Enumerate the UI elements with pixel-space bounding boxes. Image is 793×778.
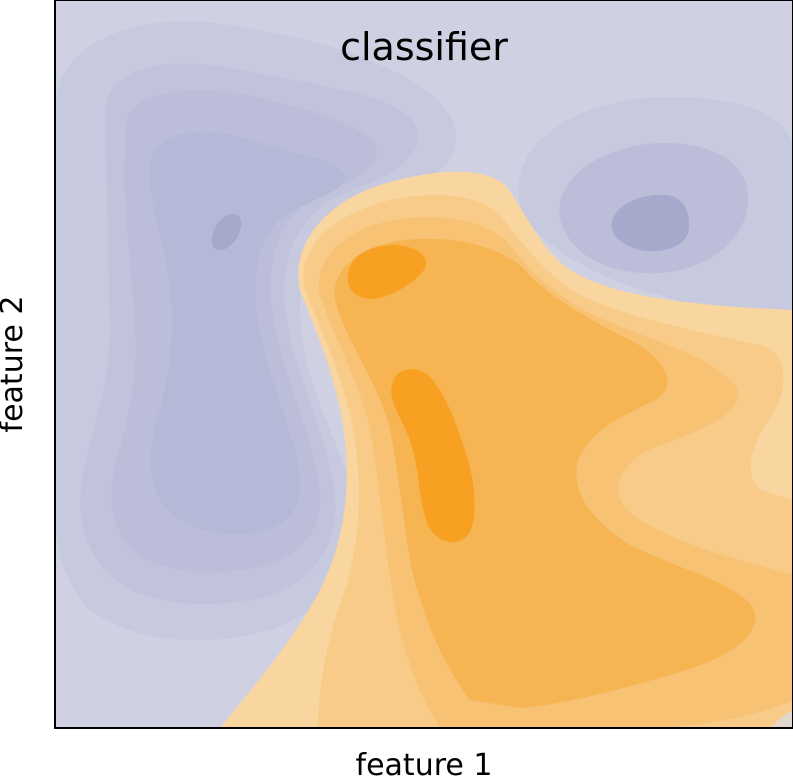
class-a-left-band-4 — [149, 131, 346, 534]
plot-frame — [54, 0, 793, 729]
x-axis-label: feature 1 — [356, 748, 493, 778]
class-b-core-lower — [391, 369, 475, 543]
chart-title: classifier — [340, 25, 508, 69]
class-a-right-core — [611, 194, 690, 252]
decision-surface — [55, 0, 793, 728]
class-a-left-core — [211, 213, 242, 251]
class-a-corner-bottom-right — [770, 710, 793, 728]
class-b-core-upper — [347, 245, 426, 299]
y-axis-label: feature 2 — [0, 296, 30, 433]
class-b-band-4 — [334, 238, 756, 708]
